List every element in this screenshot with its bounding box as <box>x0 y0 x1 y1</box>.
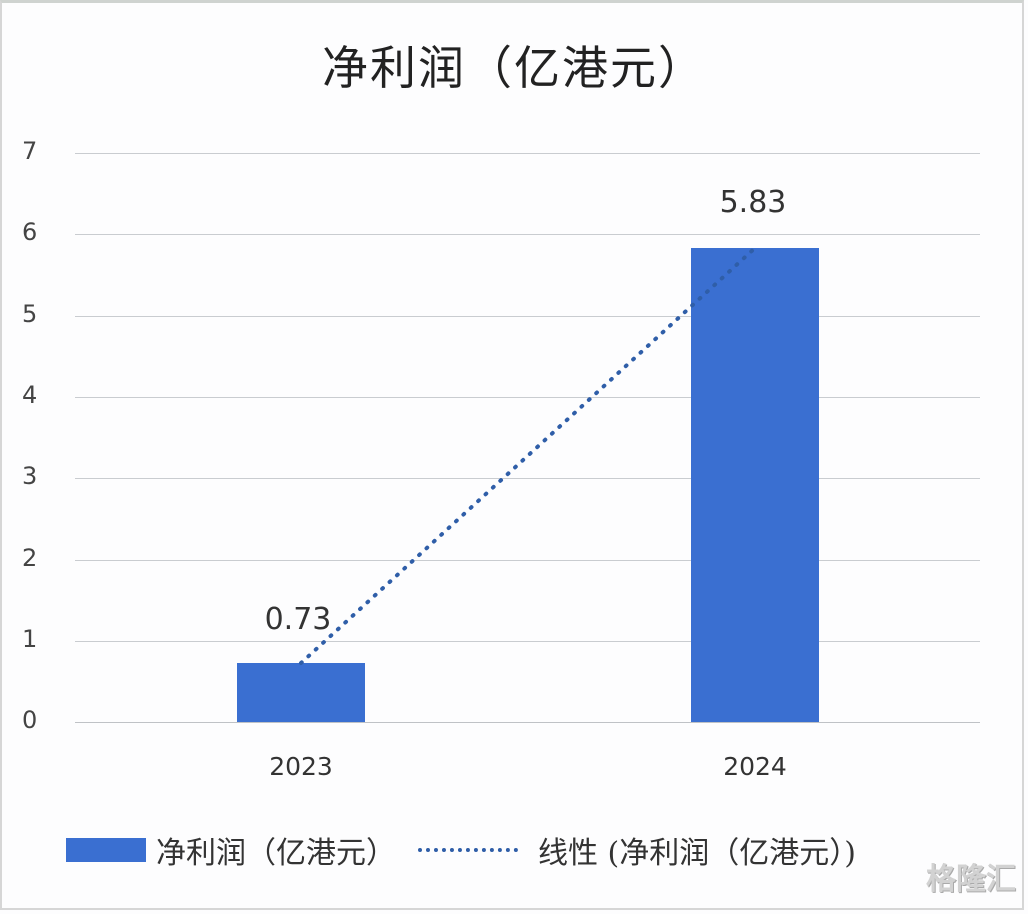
data-label-2024: 5.83 <box>719 185 787 220</box>
y-tick-7: 7 <box>22 137 38 165</box>
gridline-6 <box>75 234 980 235</box>
x-axis-line <box>75 722 980 723</box>
gridline-4 <box>75 397 980 398</box>
legend-trendline-swatch <box>418 848 518 852</box>
y-tick-2: 2 <box>22 544 38 572</box>
gridline-5 <box>75 316 980 317</box>
watermark-logo: 格隆汇 <box>926 862 1016 897</box>
gridline-3 <box>75 478 980 479</box>
legend-bar-label: 净利润（亿港元） <box>156 836 396 871</box>
y-tick-3: 3 <box>22 462 38 490</box>
legend-trendline-label: 线性 (净利润（亿港元）) <box>538 836 856 871</box>
bar-2023 <box>237 663 365 722</box>
gridline-1 <box>75 641 980 642</box>
y-tick-6: 6 <box>22 218 38 246</box>
x-tick-2023: 2023 <box>269 752 333 781</box>
data-label-2023: 0.73 <box>264 602 332 637</box>
x-tick-2024: 2024 <box>723 752 787 781</box>
legend: 净利润（亿港元） 线性 (净利润（亿港元）) <box>66 830 856 871</box>
gridline-7 <box>75 153 980 154</box>
legend-bar-swatch <box>66 838 146 862</box>
y-tick-5: 5 <box>22 300 38 328</box>
y-tick-1: 1 <box>22 625 38 653</box>
y-tick-4: 4 <box>22 381 38 409</box>
y-tick-0: 0 <box>22 706 38 734</box>
gridline-2 <box>75 560 980 561</box>
bar-2024 <box>691 248 819 722</box>
chart-title: 净利润（亿港元） <box>322 41 706 95</box>
